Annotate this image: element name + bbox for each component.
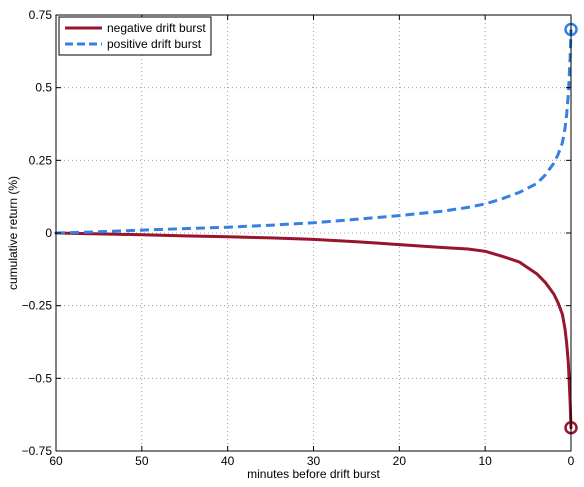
ticks: 60 50 40 30 20 10 0 0.75 0.5 0.25 0 −0.25 −0.5 −0.75 [22,8,575,468]
grid [56,15,571,451]
legend-label-positive-drift-burst: positive drift burst [107,37,202,51]
x-axis-label: minutes before drift burst [247,467,380,481]
y-tick-label: −0.5 [28,371,52,385]
y-tick-label: 0.5 [35,81,52,95]
x-tick-label: 0 [568,454,575,468]
y-tick-label: −0.25 [22,299,53,313]
y-tick-label: −0.75 [22,444,53,458]
x-tick-label: 30 [307,454,321,468]
x-tick-label: 40 [221,454,235,468]
x-tick-label: 10 [478,454,492,468]
y-tick-label: 0 [45,226,52,240]
x-tick-label: 20 [393,454,407,468]
legend-box [58,16,212,56]
series-line-negative-drift-burst [54,231,573,430]
y-tick-label: 0.75 [29,8,53,22]
series-line-positive-drift-burst [55,29,573,235]
legend-label-negative-drift-burst: negative drift burst [107,21,206,35]
x-tick-label: 50 [135,454,149,468]
x-tick-label: 60 [49,454,63,468]
y-tick-label: 0.25 [29,153,53,167]
legend: negative drift burst positive drift burs… [58,16,212,56]
y-axis-label: cumulative return (%) [6,176,20,290]
